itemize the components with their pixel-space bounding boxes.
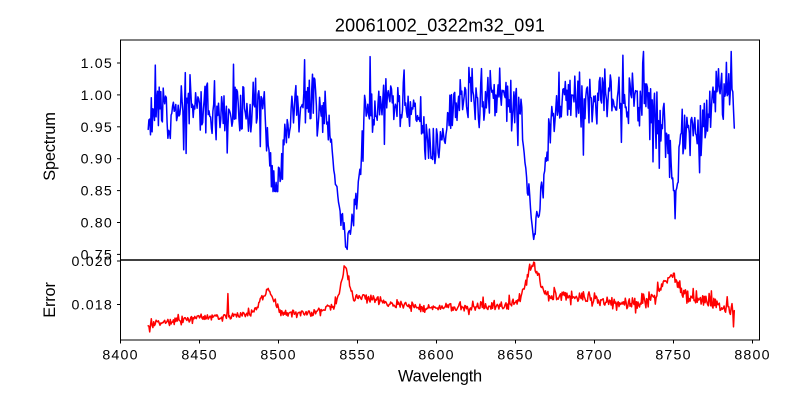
svg-text:0.018: 0.018 (71, 298, 113, 314)
svg-text:Error: Error (41, 282, 59, 318)
svg-text:Spectrum: Spectrum (41, 112, 59, 181)
svg-text:8750: 8750 (655, 348, 691, 364)
svg-text:8650: 8650 (497, 348, 533, 364)
svg-text:20061002_0322m32_091: 20061002_0322m32_091 (335, 16, 545, 37)
svg-text:0.75: 0.75 (81, 247, 113, 263)
svg-text:8800: 8800 (734, 348, 770, 364)
svg-text:8450: 8450 (181, 348, 217, 364)
svg-text:0.95: 0.95 (81, 120, 113, 136)
svg-text:8500: 8500 (260, 348, 296, 364)
svg-text:0.80: 0.80 (81, 216, 113, 232)
svg-text:Wavelength: Wavelength (398, 368, 482, 386)
svg-text:8400: 8400 (102, 348, 138, 364)
svg-text:0.90: 0.90 (81, 152, 113, 168)
svg-text:0.020: 0.020 (71, 254, 113, 270)
svg-text:8600: 8600 (418, 348, 454, 364)
svg-text:1.00: 1.00 (81, 88, 113, 104)
svg-text:8550: 8550 (339, 348, 375, 364)
svg-text:8700: 8700 (576, 348, 612, 364)
svg-text:1.05: 1.05 (81, 56, 113, 72)
svg-text:0.85: 0.85 (81, 184, 113, 200)
